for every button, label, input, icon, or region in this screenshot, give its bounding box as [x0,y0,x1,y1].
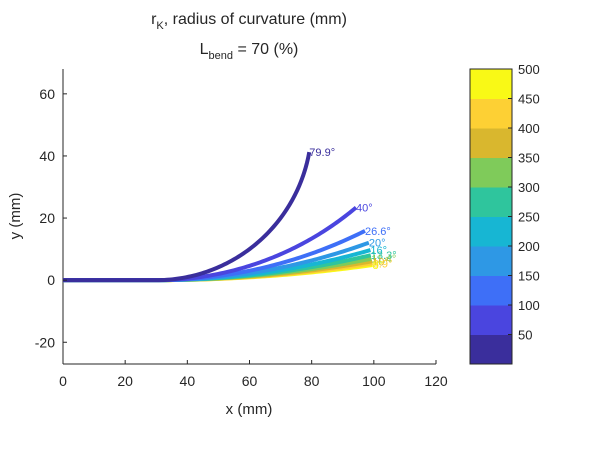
y-tick-label-4: 60 [39,86,55,102]
y-tick-label-1: 0 [47,272,55,288]
y-axis-label: y (mm) [7,193,24,240]
x-tick-label-2: 40 [180,373,196,389]
colorbar-tick-label-9: 500 [518,62,540,77]
curves-group: 79.9° 40° 26.6°20°16°13.3°11.4°10°8.9°8° [63,147,397,283]
x-tick-label-0: 0 [59,373,67,389]
colorbar-band-9 [470,69,512,99]
colorbar-tick-label-6: 350 [518,151,540,166]
curve-label-3: 20° [369,238,386,250]
curve-label-4: 16° [370,245,387,257]
x-tick-label-1: 20 [117,373,133,389]
chart-title-line2: Lbend = 70 (%) [200,41,299,62]
curve-label-8: 8.9° [373,258,393,270]
y-tick-label-3: 40 [39,148,55,164]
x-ticks: 0 20 40 60 80 100 120 [59,360,448,389]
colorbar-tick-label-8: 450 [518,92,540,107]
chart-title-line1: rK, radius of curvature (mm) [151,11,347,32]
plot-area: 79.9° 40° 26.6°20°16°13.3°11.4°10°8.9°8° 0… [35,69,448,389]
x-tick-label-6: 120 [424,373,448,389]
colorbar-tick-label-0: 50 [518,328,532,343]
curve-label-1: 40° [356,203,373,215]
colorbar-band-5 [470,187,512,217]
curve-label-9: 8° [373,260,384,272]
y-tick-label-2: 20 [39,210,55,226]
colorbar-band-6 [470,157,512,188]
curve-label-5: 13.3° [371,250,397,262]
colorbar-tick-label-7: 400 [518,121,540,136]
colorbar: 50 100 150 200 250 300 350 400 450 500 [469,62,540,365]
colorbar-band-3 [470,246,512,276]
colorbar-band-0 [470,334,512,365]
colorbar-band-8 [470,98,512,129]
x-axis-label: x (mm) [226,401,273,418]
curve-0 [63,151,312,283]
colorbar-band-4 [470,216,512,247]
x-tick-label-5: 100 [362,373,386,389]
colorbar-band-2 [470,275,512,306]
colorbar-band-1 [470,305,512,335]
curve-label-0: 79.9° [309,147,335,159]
y-ticks: -20 0 20 40 60 [35,86,67,350]
curve-label-6: 11.4° [371,254,396,266]
colorbar-tick-label-1: 100 [518,298,540,313]
colorbar-band-7 [470,128,512,158]
colorbar-tick-label-2: 150 [518,269,540,284]
colorbar-tick-label-4: 250 [518,210,540,225]
x-tick-label-4: 80 [304,373,320,389]
colorbar-tick-label-5: 300 [518,180,540,195]
curve-label-2: 26.6° [365,226,391,238]
curve-label-7: 10° [372,256,389,268]
y-tick-label-0: -20 [35,334,55,350]
colorbar-tick-label-3: 200 [518,239,540,254]
x-tick-label-3: 60 [242,373,258,389]
